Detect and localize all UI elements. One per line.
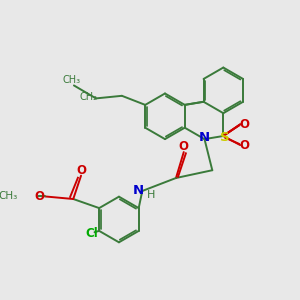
- Text: O: O: [34, 190, 44, 203]
- Text: O: O: [239, 118, 249, 131]
- Text: Cl: Cl: [85, 227, 98, 240]
- Text: CH₂: CH₂: [79, 92, 97, 102]
- Text: CH₃: CH₃: [0, 191, 18, 201]
- Text: N: N: [133, 184, 144, 197]
- Text: H: H: [147, 190, 155, 200]
- Text: N: N: [199, 131, 210, 144]
- Text: O: O: [179, 140, 189, 153]
- Text: CH₃: CH₃: [62, 75, 80, 85]
- Text: O: O: [239, 139, 249, 152]
- Text: S: S: [220, 131, 230, 144]
- Text: O: O: [76, 164, 86, 177]
